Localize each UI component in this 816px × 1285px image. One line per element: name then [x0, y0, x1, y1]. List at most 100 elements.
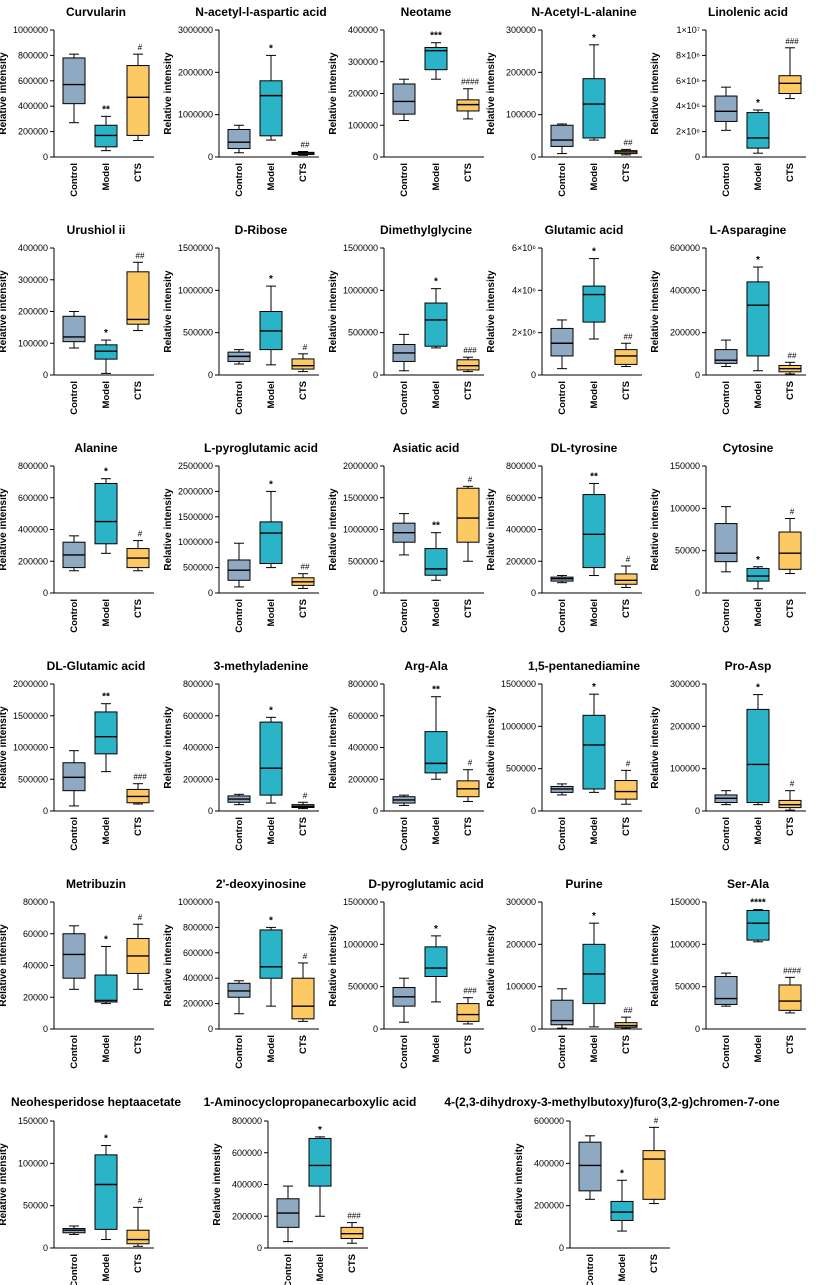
box-cts: [126, 271, 150, 325]
x-category-label: Control: [234, 381, 245, 415]
y-tick-label: 100000: [670, 764, 700, 774]
box-model: [259, 521, 283, 565]
x-category-label: Control: [69, 163, 80, 197]
panel-title: 1,5-pentanediamine: [528, 659, 640, 673]
x-category-label: Model: [589, 381, 600, 408]
box-model: [94, 482, 118, 545]
y-tick-label: 400000: [18, 101, 48, 111]
y-tick-label: 600000: [18, 493, 48, 503]
y-tick-label: 400000: [183, 743, 213, 753]
panel-title: Linolenic acid: [708, 5, 788, 19]
significance-mark: *: [434, 924, 438, 935]
y-tick-label: 0: [559, 1243, 564, 1253]
significance-mark: #: [790, 780, 795, 789]
significance-mark: #: [303, 343, 308, 352]
box-control: [578, 1141, 602, 1192]
box-model: [746, 909, 770, 941]
x-category-label: Control: [721, 599, 732, 633]
y-tick-label: 1000000: [13, 25, 48, 35]
y-tick-label: 400000: [232, 1180, 262, 1190]
x-category-label: Control: [234, 1035, 245, 1069]
box-control: [550, 124, 574, 147]
panel-title: Arg-Ala: [404, 659, 448, 673]
y-tick-label: 0: [43, 1243, 48, 1253]
y-tick-label: 1000000: [13, 743, 48, 753]
x-category-label: CTS: [621, 1035, 632, 1054]
x-category-label: Control: [283, 1254, 294, 1285]
y-tick-label: 800000: [18, 50, 48, 60]
y-tick-label: 1×10⁷: [676, 25, 700, 35]
panel-title: 1-Aminocyclopropanecarboxylic acid: [204, 1095, 417, 1109]
y-tick-label: 200000: [183, 774, 213, 784]
x-category-label: CTS: [621, 817, 632, 836]
x-category-label: CTS: [785, 381, 796, 400]
box-cts: [614, 780, 638, 800]
y-tick-label: 0: [208, 806, 213, 816]
y-tick-label: 400000: [18, 525, 48, 535]
y-tick-label: 0: [531, 806, 536, 816]
box-model: [610, 1200, 634, 1221]
y-tick-label: 600000: [506, 493, 536, 503]
panel-title: D-pyroglutamic acid: [368, 877, 483, 891]
x-category-label: Model: [431, 599, 442, 626]
box-model: [582, 714, 606, 790]
x-category-label: CTS: [463, 163, 474, 182]
box-control: [392, 83, 416, 115]
y-tick-label: 8×10⁶: [676, 50, 700, 60]
x-category-label: CTS: [621, 599, 632, 618]
significance-mark: *: [104, 328, 108, 339]
y-tick-label: 800000: [183, 922, 213, 932]
y-axis-label: Relative intensity: [0, 706, 9, 789]
y-tick-label: 100000: [18, 1158, 48, 1168]
panel-title: N-acetyl-l-aspartic acid: [195, 5, 326, 19]
y-tick-label: 300000: [348, 57, 378, 67]
x-category-label: CTS: [347, 1254, 358, 1273]
x-category-label: Control: [69, 817, 80, 851]
significance-mark: ##: [624, 1006, 633, 1015]
box-model: [424, 946, 448, 978]
x-category-label: Control: [399, 381, 410, 415]
x-category-label: CTS: [785, 163, 796, 182]
y-tick-label: 800000: [183, 679, 213, 689]
x-category-label: CTS: [621, 163, 632, 182]
y-axis-label: Relative intensity: [163, 270, 174, 353]
x-category-label: Model: [431, 1035, 442, 1062]
x-category-label: CTS: [785, 817, 796, 836]
y-tick-label: 600000: [670, 243, 700, 253]
box-model: [308, 1137, 332, 1187]
significance-mark: #: [138, 913, 143, 922]
x-category-label: Control: [721, 381, 732, 415]
y-tick-label: 60000: [23, 929, 48, 939]
significance-mark: *: [592, 247, 596, 258]
y-axis-label: Relative intensity: [486, 270, 497, 353]
box-control: [714, 349, 738, 364]
box-cts: [340, 1226, 364, 1239]
y-tick-label: 400000: [18, 243, 48, 253]
y-tick-label: 0: [208, 1024, 213, 1034]
x-category-label: CTS: [133, 817, 144, 836]
y-tick-label: 0: [373, 806, 378, 816]
y-tick-label: 0: [531, 588, 536, 598]
y-tick-label: 6×10⁶: [676, 76, 700, 86]
y-tick-label: 0: [531, 370, 536, 380]
x-category-label: Model: [753, 381, 764, 408]
y-tick-label: 600000: [348, 711, 378, 721]
significance-mark: *: [269, 705, 273, 716]
panel-title: Alanine: [74, 441, 118, 455]
y-tick-label: 0: [208, 588, 213, 598]
x-category-label: Model: [266, 1035, 277, 1062]
x-category-label: Control: [557, 599, 568, 633]
panel-title: DL-tyrosine: [551, 441, 618, 455]
panel-title: D-Ribose: [235, 223, 288, 237]
x-category-label: Control: [234, 599, 245, 633]
y-tick-label: 0: [373, 370, 378, 380]
x-category-label: Control: [69, 599, 80, 633]
x-category-label: CTS: [133, 381, 144, 400]
significance-mark: ###: [463, 987, 477, 996]
box-control: [62, 315, 86, 343]
y-tick-label: 3000000: [178, 25, 213, 35]
y-tick-label: 200000: [534, 1201, 564, 1211]
x-category-label: Model: [101, 163, 112, 190]
x-category-label: Model: [315, 1254, 326, 1281]
significance-mark: **: [102, 692, 110, 703]
